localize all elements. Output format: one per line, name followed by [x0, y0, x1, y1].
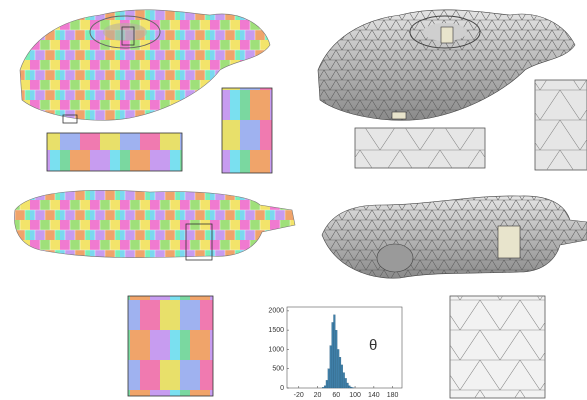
bar — [337, 349, 339, 388]
y-tick-label: 1500 — [268, 327, 284, 334]
voronoi-model-top — [20, 10, 272, 173]
bar — [345, 378, 347, 388]
bar — [347, 383, 349, 388]
voronoi-model-bottom — [14, 190, 295, 396]
histogram: 0 500 1000 1500 2000 -20 20 60 100 140 180 θ — [268, 307, 402, 399]
mesh-model-bottom — [322, 196, 587, 398]
bar — [350, 387, 352, 388]
bar — [330, 346, 332, 388]
bar — [332, 322, 334, 388]
y-tick-label: 500 — [272, 366, 284, 373]
bar — [322, 387, 324, 388]
y-tick-label: 1000 — [268, 346, 284, 353]
bar — [341, 365, 343, 388]
x-tick-label: 20 — [314, 392, 322, 399]
bar — [339, 357, 341, 388]
bar — [348, 386, 350, 388]
figure: 0 500 1000 1500 2000 -20 20 60 100 140 180 θ — [0, 0, 587, 400]
bar — [326, 380, 328, 388]
x-tick-label: 180 — [387, 392, 399, 399]
x-tick-label: 60 — [332, 392, 340, 399]
x-tick-label: 140 — [368, 392, 380, 399]
bar — [324, 386, 326, 388]
x-tick-label: -20 — [294, 392, 304, 399]
y-tick-label: 2000 — [268, 308, 284, 315]
y-tick-label: 0 — [280, 385, 284, 392]
bar — [335, 330, 337, 388]
mesh-model-top — [318, 10, 587, 170]
x-tick-label: 100 — [349, 392, 361, 399]
bar — [328, 369, 330, 388]
bar — [333, 315, 335, 388]
annotation: θ — [369, 337, 377, 354]
bar — [343, 373, 345, 388]
